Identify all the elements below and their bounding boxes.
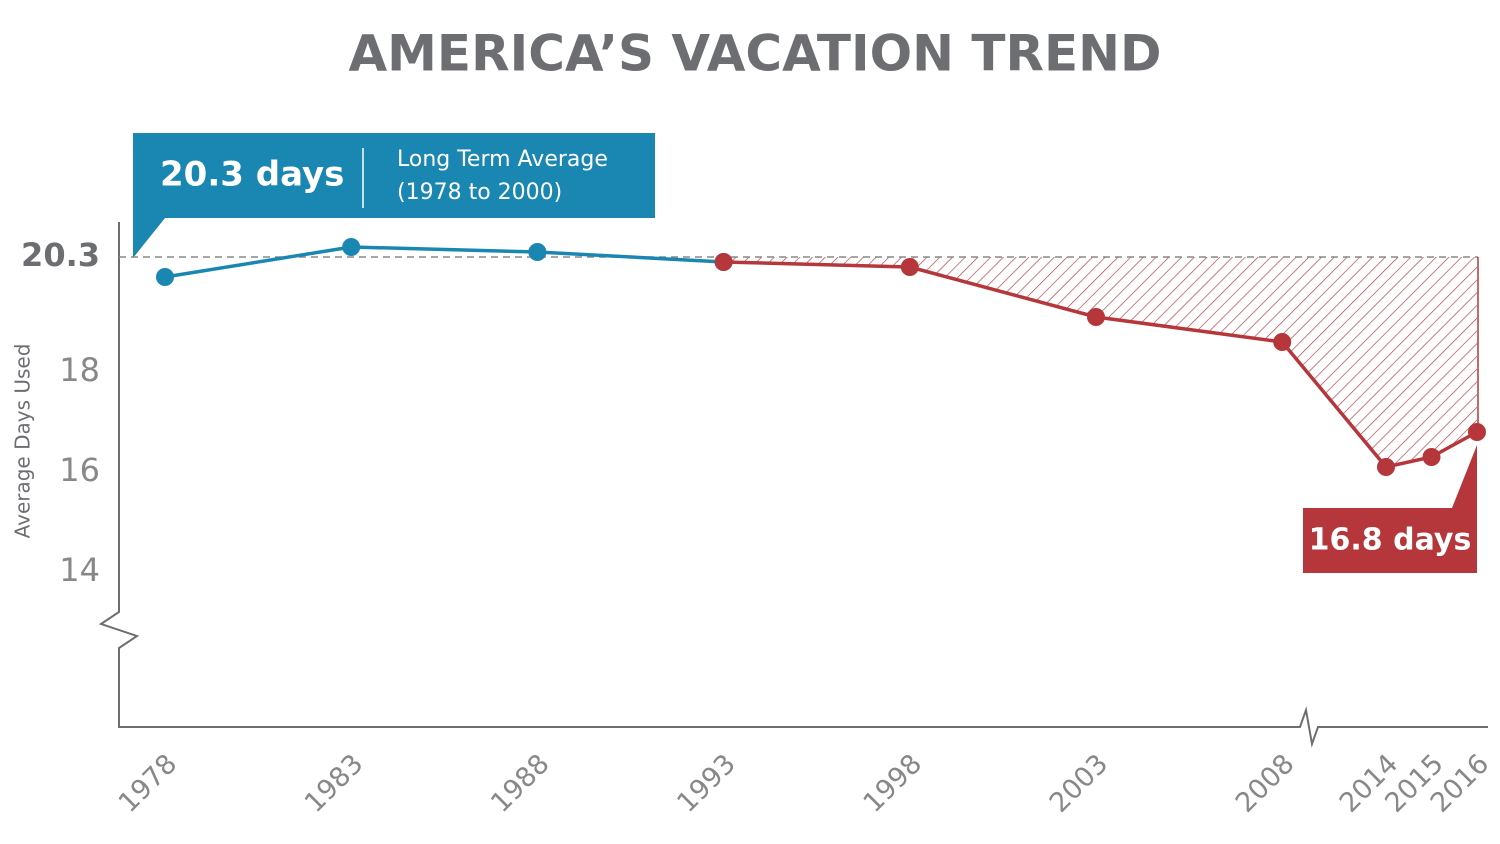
x-tick-label: 1993 (671, 748, 742, 819)
data-point (900, 258, 919, 276)
x-tick-label: 2008 (1230, 748, 1301, 819)
x-tick-label: 2003 (1044, 748, 1115, 819)
x-tick-label: 1998 (858, 748, 929, 819)
y-axis-label: Average Days Used (11, 344, 35, 539)
data-point (1422, 448, 1441, 466)
y-tick-label: 16 (59, 451, 100, 489)
gap-area (723, 257, 1477, 467)
data-point (1468, 423, 1486, 441)
data-point (1273, 333, 1292, 351)
data-point (1087, 308, 1105, 326)
chart-title: AMERICA’S VACATION TREND (348, 25, 1161, 83)
x-tick-label: 1983 (299, 748, 370, 819)
data-point (714, 253, 733, 271)
x-tick-label: 1978 (113, 748, 184, 819)
axes (98, 222, 1488, 748)
latest-value: 16.8 days (1309, 523, 1472, 558)
average-callout: 20.3 days Long Term Average (1978 to 200… (133, 133, 655, 258)
data-point (1377, 458, 1395, 476)
average-value: 20.3 days (160, 155, 344, 195)
average-note: Long Term Average (397, 147, 608, 172)
y-tick-label: 14 (59, 551, 100, 589)
average-note: (1978 to 2000) (397, 180, 562, 205)
data-point (156, 268, 174, 286)
y-tick-label: 18 (59, 351, 100, 389)
data-point (342, 238, 361, 256)
y-tick-label: 20.3 (21, 236, 100, 274)
x-tick-label: 1988 (485, 748, 556, 819)
data-point (528, 243, 547, 261)
series-line (164, 245, 724, 279)
latest-callout: 16.8 days (1303, 445, 1477, 573)
